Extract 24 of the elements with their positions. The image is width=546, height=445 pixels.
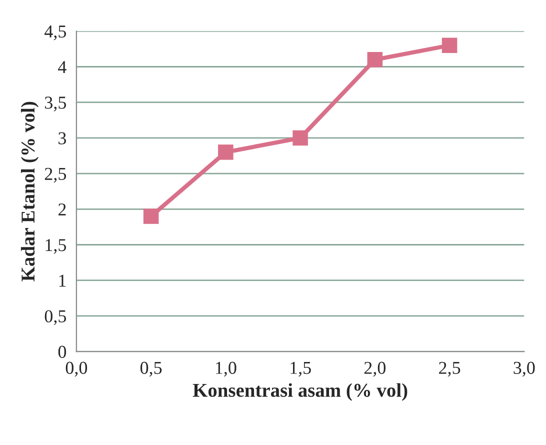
point	[442, 38, 458, 54]
y-tick-label: 0,5	[44, 310, 66, 325]
y-tick-label: 2	[58, 203, 66, 216]
y-tick-label: 4,5	[44, 26, 66, 40]
point	[292, 130, 308, 146]
y-tick-label: 4	[58, 61, 66, 74]
x-tick-label: 0,5	[140, 362, 162, 377]
x-axis-title: Konsentrasi asam (% vol)	[192, 383, 408, 401]
point	[367, 52, 383, 68]
y-tick-label: 0	[58, 346, 66, 358]
x-tick-label: 2,0	[364, 362, 386, 377]
x-tick-label: 0,0	[66, 362, 88, 377]
y-tick-label: 3,5	[45, 96, 66, 112]
x-tick-label: 3,0	[514, 362, 535, 377]
y-tick-label: 1	[59, 274, 66, 287]
point	[218, 144, 234, 160]
y-tick-label: 2,5	[44, 168, 66, 183]
x-tick-label: 2,5	[439, 362, 460, 377]
x-tick-label: 1,0	[216, 362, 236, 377]
y-tick-label: 1,5	[46, 239, 66, 254]
point	[143, 208, 159, 224]
x-tick-label: 1,5	[290, 362, 311, 377]
y-tick-label: 3	[58, 132, 66, 144]
y-axis-title: Kadar Etanol (% vol)	[20, 102, 39, 282]
